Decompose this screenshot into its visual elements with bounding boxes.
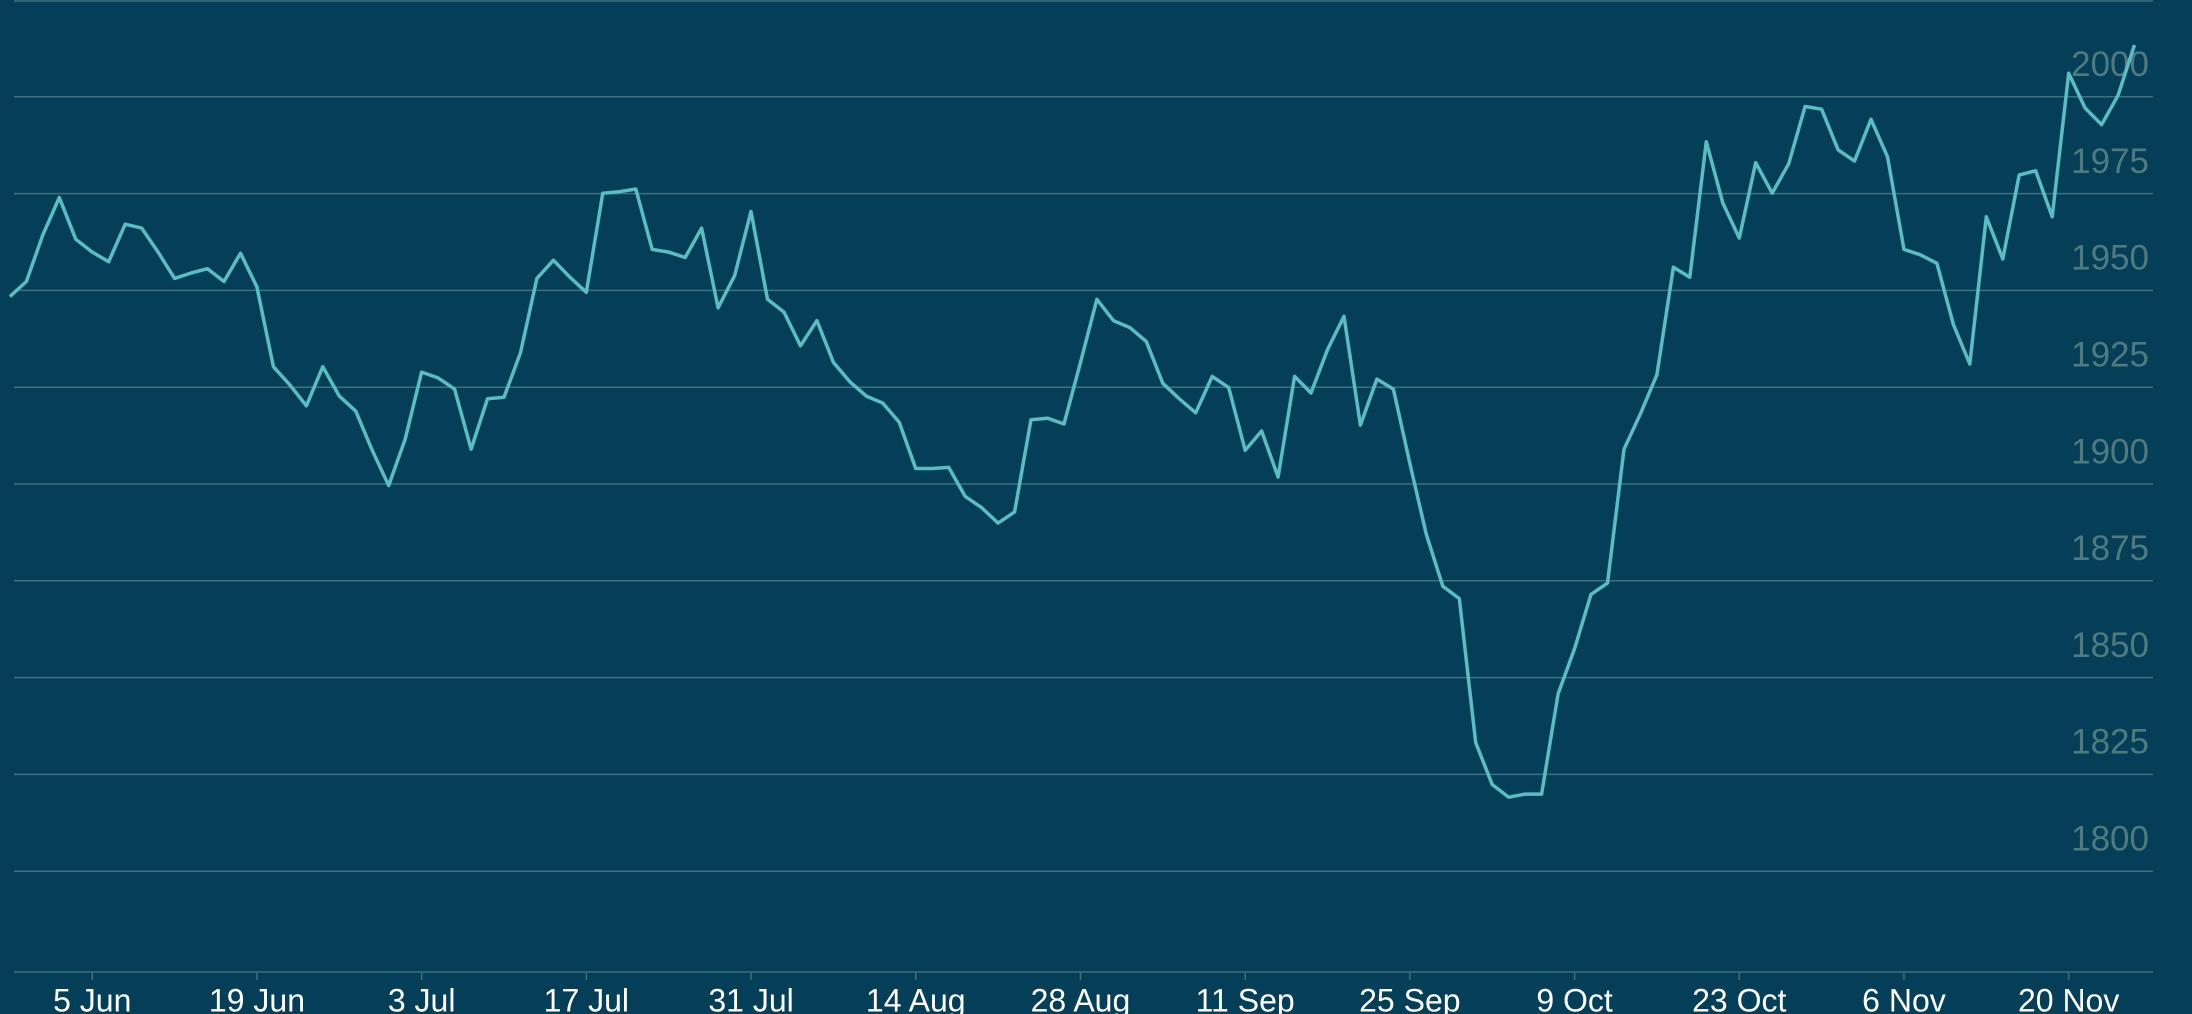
x-tick-label: 25 Sep (1359, 982, 1460, 1014)
x-tick-label: 3 Jul (388, 982, 456, 1014)
x-tick-label: 31 Jul (708, 982, 793, 1014)
x-tick-label: 14 Aug (866, 982, 966, 1014)
y-tick-label: 1850 (2071, 626, 2149, 665)
y-tick-label: 1900 (2071, 432, 2149, 471)
x-tick-label: 5 Jun (53, 982, 131, 1014)
y-tick-label: 1925 (2071, 335, 2149, 374)
x-tick-label: 6 Nov (1862, 982, 1946, 1014)
x-tick-label: 19 Jun (209, 982, 305, 1014)
y-tick-label: 2000 (2071, 45, 2149, 84)
x-tick-label: 28 Aug (1031, 982, 1131, 1014)
y-tick-label: 1975 (2071, 142, 2149, 181)
x-tick-label: 17 Jul (544, 982, 629, 1014)
x-tick-label: 11 Sep (1196, 982, 1295, 1014)
x-tick-label: 20 Nov (2018, 982, 2119, 1014)
y-tick-label: 1950 (2071, 239, 2149, 278)
y-tick-label: 1875 (2071, 529, 2149, 568)
x-tick-label: 23 Oct (1692, 982, 1786, 1014)
y-tick-label: 1825 (2071, 723, 2149, 762)
price-line (8, 44, 2137, 799)
x-tick-label: 9 Oct (1536, 982, 1613, 1014)
y-tick-label: 1800 (2071, 819, 2149, 858)
